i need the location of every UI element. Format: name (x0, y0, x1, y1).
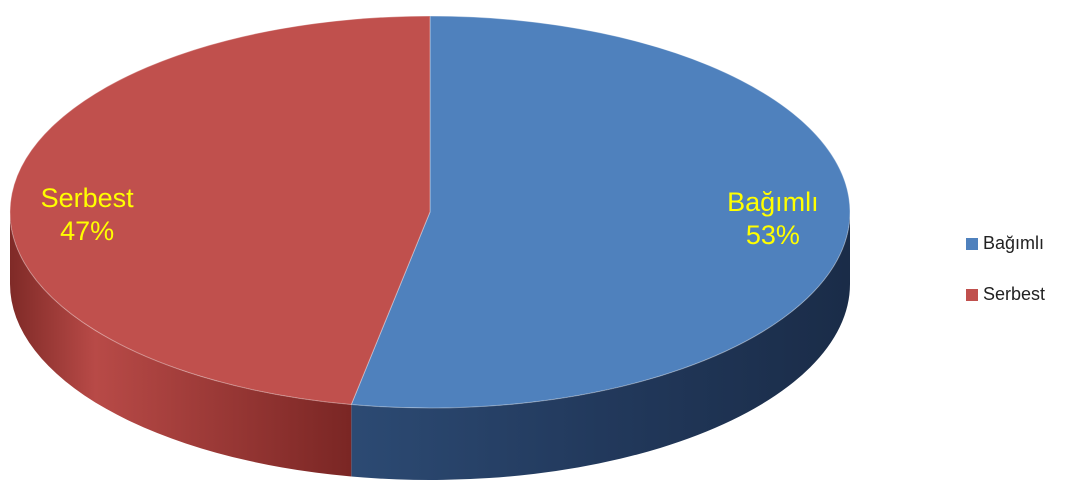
pie-side-bagimli (351, 212, 850, 481)
data-label-bagimli: Bağımlı 53% (727, 187, 819, 250)
pie-sides (10, 212, 850, 481)
legend-swatch-serbest (966, 288, 978, 301)
pie-slice-bagimli (350, 15, 851, 409)
pie-tops (9, 15, 851, 409)
pie-data-labels: Bağımlı 53% Serbest 47% (41, 183, 819, 250)
legend: Bağımlı Serbest (966, 232, 1045, 334)
legend-item-serbest: Serbest (966, 283, 1045, 306)
data-label-percent-bagimli: 53% (746, 220, 800, 250)
data-label-name-bagimli: Bağımlı (727, 187, 819, 217)
pie-slice-serbest (9, 15, 431, 406)
legend-label-bagimli: Bağımlı (983, 233, 1045, 253)
data-label-name-serbest: Serbest (41, 183, 135, 213)
data-label-percent-serbest: 47% (60, 216, 114, 246)
data-label-serbest: Serbest 47% (41, 183, 135, 246)
legend-label-serbest: Serbest (983, 284, 1046, 304)
legend-item-bagimli: Bağımlı (966, 232, 1045, 255)
pie-side-serbest (10, 212, 352, 477)
legend-swatch-bagimli (966, 237, 978, 250)
